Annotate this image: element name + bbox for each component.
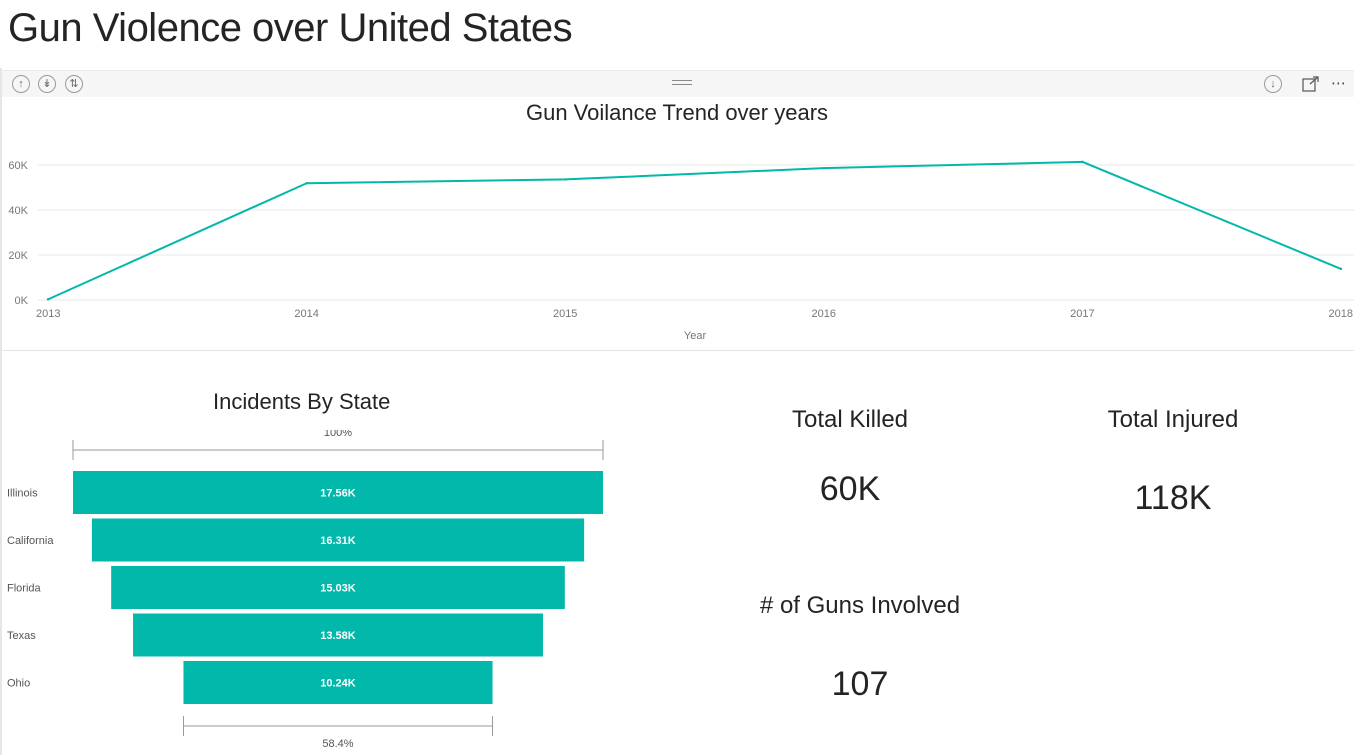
funnel-bar-value-label: 13.58K <box>320 630 356 642</box>
bottom-percent-label: 58.4% <box>322 738 353 750</box>
line-chart-title: Gun Voilance Trend over years <box>525 100 829 125</box>
funnel-bar <box>111 566 565 609</box>
line-data-point <box>305 182 308 185</box>
funnel-chart: 100% 17.56K Illinois 16.31K California 15.03K… <box>7 430 604 750</box>
funnel-bar-value-label: 16.31K <box>320 535 356 547</box>
y-tick-label: 40K <box>8 205 28 217</box>
x-tick-label: 2013 <box>36 308 60 320</box>
guns-involved-value: 107 <box>831 665 889 703</box>
funnel-bar <box>91 518 585 562</box>
funnel-category-label: Texas <box>7 630 36 642</box>
line-data-point <box>564 178 567 181</box>
x-tick-label: 2016 <box>812 308 836 320</box>
section-divider <box>2 350 1354 351</box>
funnel-bar <box>73 471 603 514</box>
line-data-point <box>1339 267 1343 271</box>
x-tick-label: 2018 <box>1329 308 1353 320</box>
total-injured-value: 118K <box>1134 479 1212 517</box>
funnel-category-label: Florida <box>7 583 42 595</box>
top-percent-label: 100% <box>324 430 352 439</box>
funnel-bar-value-label: 17.56K <box>320 488 356 500</box>
drill-down-icon[interactable]: ↡ <box>38 75 56 93</box>
line-data-point <box>1081 160 1084 164</box>
page-left-border <box>0 68 2 755</box>
funnel-chart-title: Incidents By State <box>213 389 391 414</box>
x-tick-label: 2015 <box>553 308 577 320</box>
incidents-series-line <box>47 160 1342 301</box>
funnel-bar <box>133 613 543 657</box>
x-tick-label: 2014 <box>294 308 318 320</box>
funnel-bar-value-label: 10.24K <box>320 678 356 690</box>
guns-involved-title: # of Guns Involved <box>759 592 961 619</box>
x-axis-title: Year <box>684 330 707 342</box>
y-tick-label: 0K <box>15 295 29 307</box>
line-data-point <box>822 166 825 170</box>
funnel-category-label: Illinois <box>7 488 38 500</box>
y-tick-label: 60K <box>8 160 28 172</box>
funnel-bar-value-label: 15.03K <box>320 583 356 595</box>
total-killed-value: 60K <box>819 470 881 508</box>
funnel-bar <box>183 661 493 704</box>
total-injured-title: Total Injured <box>1107 406 1239 433</box>
y-tick-label: 20K <box>8 250 28 262</box>
line-data-point <box>46 298 50 301</box>
x-tick-label: 2017 <box>1070 308 1094 320</box>
drill-mode-icon[interactable]: ↓ <box>1264 75 1282 93</box>
page-title: Gun Violence over United States <box>8 6 573 50</box>
visual-header: ↑ ↡ ⇅ ↓ ⋯ <box>2 70 1354 97</box>
more-options-icon[interactable]: ⋯ <box>1331 75 1347 92</box>
total-killed-title: Total Killed <box>791 406 909 433</box>
drag-handle-icon[interactable] <box>672 80 692 87</box>
funnel-category-label: Ohio <box>7 678 30 690</box>
focus-mode-icon[interactable] <box>1302 76 1320 92</box>
drill-up-icon[interactable]: ↑ <box>12 75 30 93</box>
expand-hierarchy-icon[interactable]: ⇅ <box>65 75 83 93</box>
line-chart: 0K 20K 40K 60K 2013 2014 2015 2016 2017 2018 Year <box>8 160 1354 342</box>
funnel-category-label: California <box>7 535 54 547</box>
